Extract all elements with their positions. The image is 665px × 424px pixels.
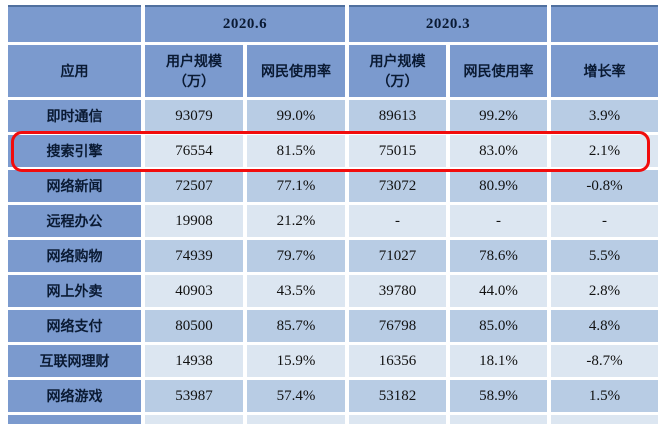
value-cell: 81.5% [247,135,345,167]
value-cell: 2.8% [551,275,658,307]
value-cell: 76554 [145,135,243,167]
value-cell: 76798 [349,310,446,342]
value-cell: 99.0% [247,100,345,132]
user-scale-title: 用户规模 [369,53,426,69]
value-cell: 72507 [145,170,243,202]
value-cell: 19908 [145,205,243,237]
value-cell: 89613 [349,100,446,132]
app-cell: 即时通信 [8,100,141,132]
value-cell: 74939 [145,240,243,272]
value-cell: -0.8% [551,170,658,202]
user-scale-title: 用户规模 [166,53,222,69]
value-cell: 18.1% [450,345,547,377]
value-cell: 53987 [145,380,243,412]
corner-cell-left [8,5,141,42]
column-header-app: 应用 [8,45,141,97]
value-cell: 99.2% [450,100,547,132]
app-usage-table: 2020.6 2020.3 应用 用户规模 （万） 网民使用率 用户规模 （万）… [8,5,658,424]
value-cell-partial [349,415,446,424]
app-cell: 互联网理财 [8,345,141,377]
user-scale-unit: （万） [376,73,419,89]
corner-cell-right [551,5,658,42]
value-cell: 57.4% [247,380,345,412]
value-cell: - [551,205,658,237]
period-header-2020-3: 2020.3 [349,5,547,42]
value-cell: 43.5% [247,275,345,307]
value-cell: 5.5% [551,240,658,272]
app-cell: 网络游戏 [8,380,141,412]
user-scale-unit: （万） [173,73,215,89]
app-cell-partial [8,415,141,424]
app-cell: 远程办公 [8,205,141,237]
app-cell: 网络购物 [8,240,141,272]
app-cell: 网络新闻 [8,170,141,202]
value-cell: 53182 [349,380,446,412]
value-cell: 21.2% [247,205,345,237]
value-cell: 71027 [349,240,446,272]
column-header-user-scale-2: 用户规模 （万） [349,45,446,97]
value-cell: 85.0% [450,310,547,342]
app-cell: 网络支付 [8,310,141,342]
value-cell: 4.8% [551,310,658,342]
column-header-user-scale-1: 用户规模 （万） [145,45,243,97]
value-cell: 73072 [349,170,446,202]
column-header-growth-rate: 增长率 [551,45,658,97]
value-cell: 80.9% [450,170,547,202]
value-cell: 83.0% [450,135,547,167]
value-cell: 85.7% [247,310,345,342]
value-cell: 15.9% [247,345,345,377]
column-header-usage-rate-2: 网民使用率 [450,45,547,97]
value-cell-partial [145,415,243,424]
value-cell: 77.1% [247,170,345,202]
value-cell: 58.9% [450,380,547,412]
value-cell: 2.1% [551,135,658,167]
value-cell-partial [551,415,658,424]
value-cell: 44.0% [450,275,547,307]
value-cell: 1.5% [551,380,658,412]
period-header-2020-6: 2020.6 [145,5,345,42]
value-cell-partial [450,415,547,424]
value-cell: 79.7% [247,240,345,272]
app-cell-search-engine: 搜索引擎 [8,135,141,167]
value-cell: 39780 [349,275,446,307]
value-cell: 40903 [145,275,243,307]
value-cell: 93079 [145,100,243,132]
value-cell: -8.7% [551,345,658,377]
value-cell: 80500 [145,310,243,342]
column-header-usage-rate-1: 网民使用率 [247,45,345,97]
value-cell: 16356 [349,345,446,377]
value-cell: 3.9% [551,100,658,132]
value-cell-partial [247,415,345,424]
value-cell: 78.6% [450,240,547,272]
value-cell: 75015 [349,135,446,167]
value-cell: 14938 [145,345,243,377]
app-cell: 网上外卖 [8,275,141,307]
value-cell: - [450,205,547,237]
value-cell: - [349,205,446,237]
